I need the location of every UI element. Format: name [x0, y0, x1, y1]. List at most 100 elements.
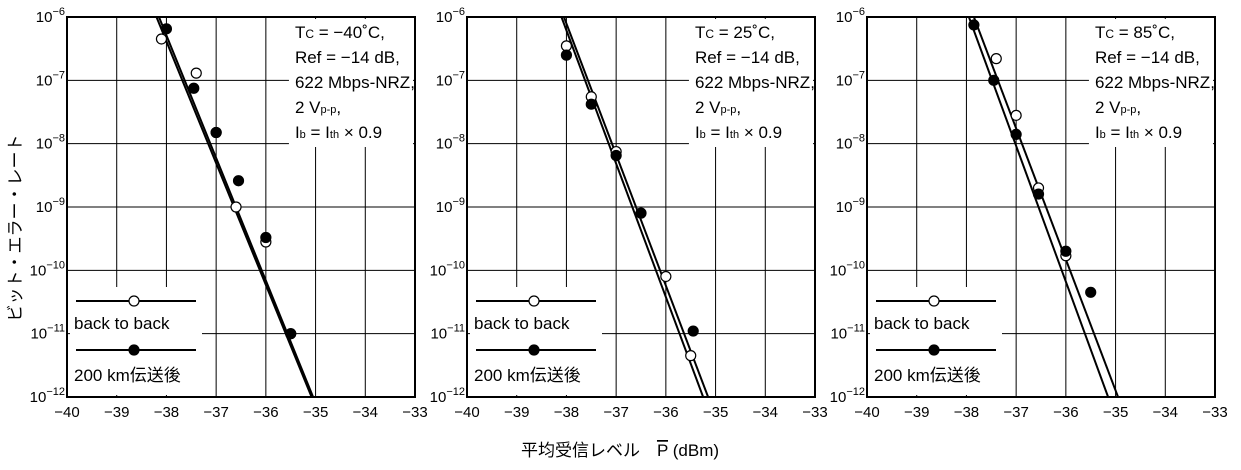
annotation-reference: Ref = −14 dB,	[1095, 48, 1200, 67]
annotation-reference: Ref = −14 dB,	[695, 48, 800, 67]
x-tick-label: −39	[104, 404, 129, 421]
x-axis-label: 平均受信レベル P (dBm)	[521, 441, 719, 460]
data-point-back-to-back	[685, 350, 697, 362]
data-point-200km	[968, 19, 980, 31]
plot-frame	[866, 16, 1216, 398]
x-tick-label: −37	[203, 404, 228, 421]
annotation-bitrate: 622 Mbps-NRZ,	[1095, 73, 1215, 92]
fit-line	[563, 17, 710, 397]
data-point-back-to-back	[990, 53, 1002, 65]
y-tick-label: 10−12	[30, 386, 65, 406]
fit-line	[560, 17, 705, 397]
legend-label-back-to-back: back to back	[74, 314, 170, 333]
y-tick-label: 10−6	[436, 6, 465, 26]
x-tick-label: −37	[603, 404, 628, 421]
y-tick-label: 10−8	[836, 133, 865, 153]
plot-frame	[66, 16, 416, 398]
data-point-200km	[188, 82, 200, 94]
data-point-200km	[687, 325, 699, 337]
data-point-200km	[610, 149, 622, 162]
chart-panel-middle: TC = 25˚C, Ref = −14 dB, 622 Mbps-NRZ, 2 Vp…	[430, 6, 828, 421]
data-point-200km	[560, 49, 573, 61]
x-tick-label: −36	[253, 404, 278, 421]
y-tick-label: 10−9	[836, 196, 865, 216]
annotation-voltage: 2 Vp-p,	[295, 98, 341, 117]
chart-panels: TC = −40˚C, Ref = −14 dB, 622 Mbps-NRZ, 2 V…	[30, 6, 1228, 421]
annotation-temperature: TC = 25˚C,	[695, 23, 775, 42]
data-point-200km	[1032, 188, 1045, 200]
legend-label-200km: 200 km伝送後	[474, 366, 581, 385]
y-tick-label: 10−8	[36, 133, 65, 153]
y-tick-label: 10−7	[836, 69, 865, 89]
legend-marker-back-to-back	[128, 295, 140, 307]
x-tick-label: −34	[1153, 404, 1178, 421]
plot-area	[560, 17, 710, 397]
x-tick-label: −36	[1053, 404, 1078, 421]
x-tick-label: −35	[1103, 404, 1128, 421]
y-tick-label: 10−10	[430, 259, 465, 279]
legend-marker-200km	[128, 344, 140, 356]
annotation-bias: Ib = Ith × 0.9	[1095, 123, 1182, 142]
data-point-back-to-back	[560, 40, 573, 52]
annotation-bias: Ib = Ith × 0.9	[695, 123, 782, 142]
x-tick-label: −40	[454, 404, 479, 421]
annotation-background	[688, 19, 813, 147]
x-tick-label: −37	[1003, 404, 1028, 421]
x-tick-label: −36	[653, 404, 678, 421]
annotation-background	[1088, 19, 1213, 147]
y-tick-label: 10−11	[830, 323, 865, 343]
legend-marker-200km	[928, 344, 940, 356]
y-tick-label: 10−6	[36, 6, 65, 26]
annotation-voltage: 2 Vp-p,	[695, 98, 741, 117]
y-tick-label: 10−10	[830, 259, 865, 279]
y-tick-label: 10−12	[430, 386, 465, 406]
x-tick-label: −39	[904, 404, 929, 421]
annotation-temperature: TC = 85˚C,	[1095, 23, 1175, 42]
x-tick-label: −34	[753, 404, 778, 421]
x-tick-label: −40	[854, 404, 879, 421]
x-tick-label: −38	[954, 404, 979, 421]
data-point-200km	[585, 98, 597, 110]
annotation-temperature: TC = −40˚C,	[295, 23, 385, 42]
data-point-200km	[1085, 286, 1097, 298]
data-point-200km	[232, 175, 245, 187]
x-tick-label: −33	[802, 404, 827, 421]
y-tick-label: 10−10	[30, 259, 65, 279]
plot-area	[155, 17, 315, 397]
x-tick-label: −33	[402, 404, 427, 421]
y-tick-label: 10−7	[36, 69, 65, 89]
chart-panel-right: TC = 85˚C, Ref = −14 dB, 622 Mbps-NRZ, 2 Vp…	[830, 6, 1228, 421]
legend-marker-back-to-back	[928, 295, 940, 307]
chart-panel-left: TC = −40˚C, Ref = −14 dB, 622 Mbps-NRZ, 2 V…	[30, 6, 428, 421]
x-tick-label: −40	[54, 404, 79, 421]
legend-label-200km: 200 km伝送後	[874, 366, 981, 385]
data-point-200km	[1060, 245, 1072, 257]
y-tick-label: 10−6	[836, 6, 865, 26]
annotation-bitrate: 622 Mbps-NRZ,	[295, 73, 415, 92]
data-point-200km	[1010, 128, 1022, 141]
x-tick-label: −38	[554, 404, 579, 421]
x-tick-label: −38	[154, 404, 179, 421]
y-tick-label: 10−11	[30, 323, 65, 343]
legend-marker-back-to-back	[528, 295, 540, 307]
annotation-reference: Ref = −14 dB,	[295, 48, 400, 67]
annotation-bias: Ib = Ith × 0.9	[295, 123, 382, 142]
y-tick-label: 10−12	[830, 386, 865, 406]
legend-label-back-to-back: back to back	[874, 314, 970, 333]
data-point-200km	[160, 23, 173, 35]
plot-area	[967, 17, 1119, 397]
legend-label-back-to-back: back to back	[474, 314, 570, 333]
y-tick-label: 10−8	[436, 133, 465, 153]
y-tick-label: 10−11	[430, 323, 465, 343]
data-point-200km	[988, 74, 1000, 86]
data-point-200km	[210, 126, 222, 139]
x-tick-label: −35	[703, 404, 728, 421]
y-tick-label: 10−9	[436, 196, 465, 216]
x-tick-label: −35	[303, 404, 328, 421]
data-point-back-to-back	[230, 201, 242, 213]
y-axis-label: ビット・エラー・レート	[6, 135, 25, 322]
y-tick-label: 10−7	[436, 69, 465, 89]
annotation-voltage: 2 Vp-p,	[1095, 98, 1141, 117]
x-tick-label: −39	[504, 404, 529, 421]
